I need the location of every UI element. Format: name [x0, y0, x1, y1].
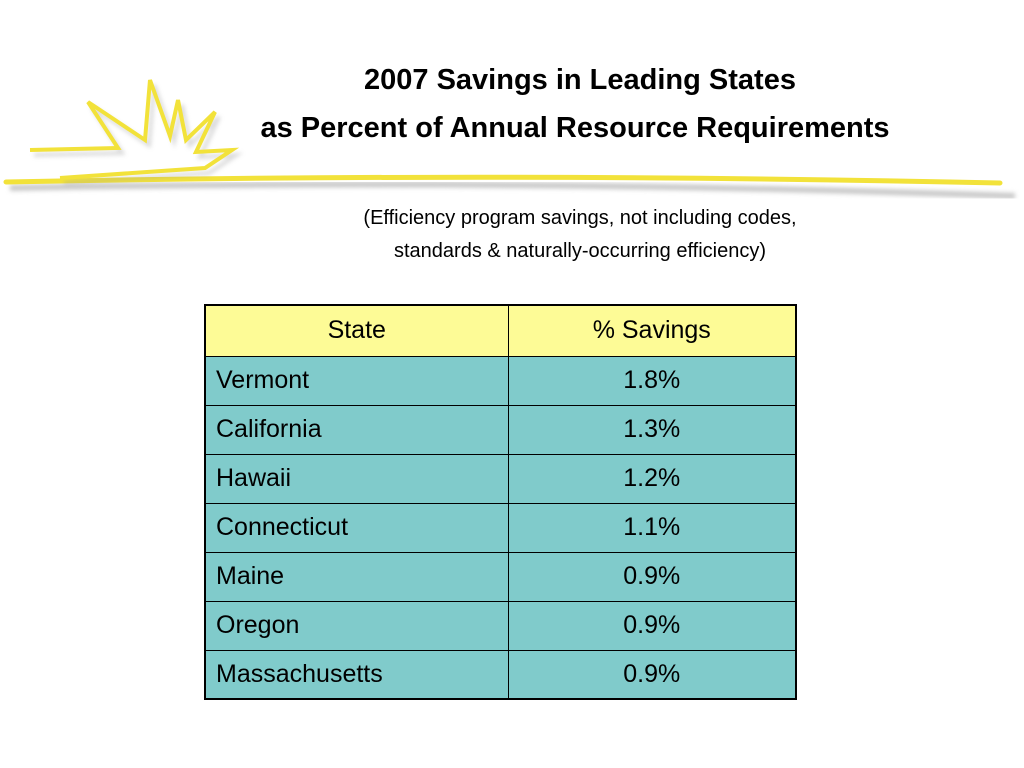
savings-cell: 0.9% [507, 600, 797, 651]
table-row: Hawaii 1.2% [204, 453, 797, 504]
slide-subtitle-line-2: standards & naturally-occurring efficien… [393, 240, 767, 262]
column-header-savings: % Savings [507, 304, 797, 357]
table-row: California 1.3% [204, 404, 797, 455]
state-cell: Connecticut [204, 502, 509, 553]
savings-cell: 1.2% [507, 453, 797, 504]
state-cell: Massachusetts [204, 649, 509, 700]
state-cell: Oregon [204, 600, 509, 651]
state-cell: Maine [204, 551, 509, 602]
column-header-state: State [204, 304, 509, 357]
savings-cell: 1.8% [507, 355, 797, 406]
table-header-row: State % Savings [204, 304, 797, 357]
slide-title-line-1: 2007 Savings in Leading States [364, 64, 796, 96]
slide-subtitle-line-1: (Efficiency program savings, not includi… [363, 207, 797, 229]
savings-table: State % Savings Vermont 1.8% California … [204, 304, 797, 700]
savings-cell: 0.9% [507, 649, 797, 700]
state-cell: Hawaii [204, 453, 509, 504]
state-cell: Vermont [204, 355, 509, 406]
slide-title-line-2: as Percent of Annual Resource Requiremen… [260, 112, 890, 144]
savings-cell: 1.3% [507, 404, 797, 455]
table-row: Connecticut 1.1% [204, 502, 797, 553]
starburst-icon [29, 79, 240, 180]
table-row: Oregon 0.9% [204, 600, 797, 651]
table-row: Maine 0.9% [204, 551, 797, 602]
header-rule-line [3, 174, 1003, 186]
header-rule-shadow [9, 181, 1016, 199]
savings-cell: 1.1% [507, 502, 797, 553]
table-row: Massachusetts 0.9% [204, 649, 797, 700]
state-cell: California [204, 404, 509, 455]
savings-cell: 0.9% [507, 551, 797, 602]
table-row: Vermont 1.8% [204, 355, 797, 406]
header-decoration [3, 79, 1016, 199]
